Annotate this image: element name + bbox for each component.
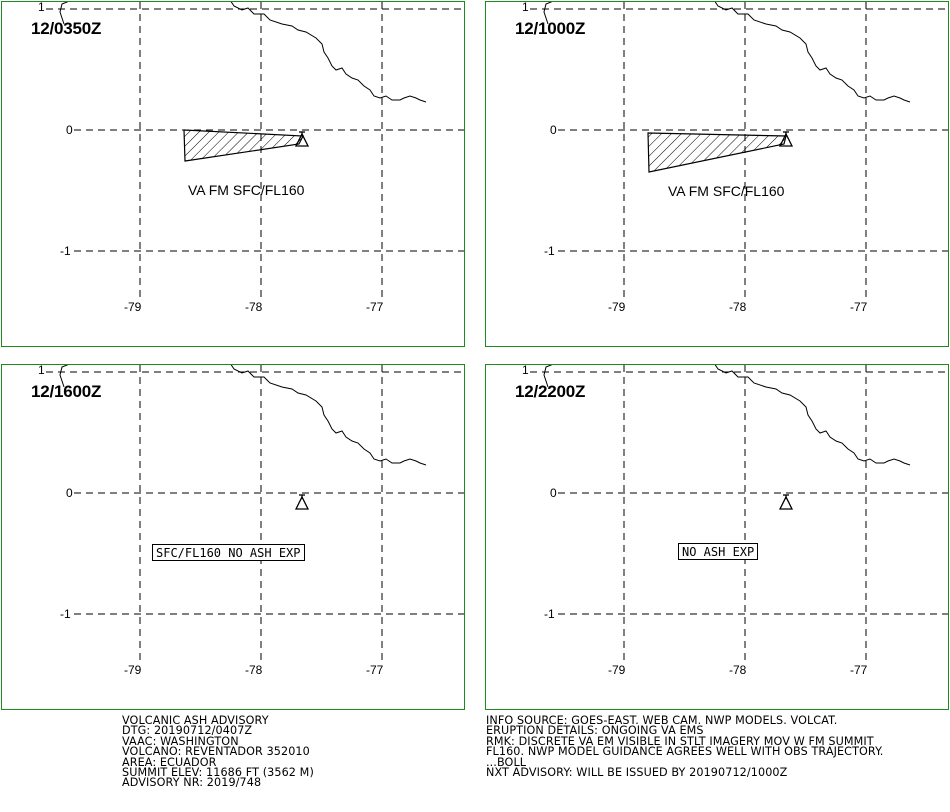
advisory-line: DTG: 20190712/0407Z (122, 724, 253, 738)
lat-label-minus-1: -1 (544, 607, 555, 621)
no-ash-boxed-label: NO ASH EXP (678, 543, 759, 560)
lat-label-minus-1: -1 (60, 607, 71, 621)
advisory-header-text: VOLCANIC ASH ADVISORY DTG: 20190712/0407… (122, 714, 314, 790)
advisory-line: SUMMIT ELEV: 11686 FT (3562 M) (122, 766, 314, 780)
panel-time-label: 12/1000Z (515, 19, 586, 38)
lon-label-77: -77 (850, 663, 868, 677)
lon-label-79: -79 (124, 300, 142, 314)
lon-label-77: -77 (366, 663, 384, 677)
lon-label-78: -78 (245, 300, 263, 314)
lat-label-0: 0 (550, 123, 557, 137)
lat-label-1: 1 (38, 1, 45, 14)
coastline (543, 2, 911, 103)
map-graphic (530, 2, 948, 297)
panel-time-label: 12/2200Z (515, 382, 586, 401)
info-line: ...BOLL (486, 755, 527, 769)
advisory-info-text: INFO SOURCE: GOES-EAST. WEB CAM. NWP MOD… (486, 714, 884, 780)
volcano-icon (294, 131, 310, 147)
map-graphic (530, 365, 948, 660)
lon-label-79: -79 (124, 663, 142, 677)
advisory-line: ADVISORY NR: 2019/748 (122, 776, 262, 790)
lon-label-79: -79 (608, 300, 626, 314)
forecast-panel-0350z: 12/0350Z 1 0 -1 -79 -78 -77 VA FM SFC/FL… (1, 1, 465, 347)
info-line: INFO SOURCE: GOES-EAST. WEB CAM. NWP MOD… (486, 714, 838, 727)
lat-label-1: 1 (522, 1, 529, 14)
advisory-line: VOLCANIC ASH ADVISORY (122, 714, 269, 727)
va-forecast-label: VA FM SFC/FL160 (188, 182, 305, 198)
lat-label-0: 0 (550, 486, 557, 500)
info-line: ERUPTION DETAILS: ONGOING VA EMS (486, 724, 704, 738)
coastline (543, 365, 911, 466)
forecast-panel-1000z: 12/1000Z 1 0 -1 -79 -78 -77 VA FM SFC/FL… (485, 1, 949, 347)
va-forecast-label: VA FM SFC/FL160 (668, 183, 785, 199)
forecast-panel-2200z: 12/2200Z 1 0 -1 -79 -78 -77 NO ASH EXP (485, 364, 949, 710)
advisory-line: AREA: ECUADOR (122, 755, 217, 769)
ash-forecast-polygon (183, 129, 304, 162)
lat-label-0: 0 (66, 486, 73, 500)
coastline (59, 365, 427, 466)
lat-label-0: 0 (66, 123, 73, 137)
lat-label-minus-1: -1 (544, 244, 555, 258)
panel-time-label: 12/1600Z (31, 382, 102, 401)
advisory-line: VAAC: WASHINGTON (122, 734, 239, 748)
panel-time-label: 12/0350Z (31, 19, 102, 38)
lon-label-77: -77 (366, 300, 384, 314)
volcano-icon (778, 131, 794, 147)
lat-label-1: 1 (522, 364, 529, 377)
forecast-panel-1600z: 12/1600Z 1 0 -1 -79 -78 -77 SFC/FL160 NO… (1, 364, 465, 710)
lon-label-79: -79 (608, 663, 626, 677)
lat-label-minus-1: -1 (60, 244, 71, 258)
coastline (59, 2, 427, 103)
info-line: RMK: DISCRETE VA EM VISIBLE IN STLT IMAG… (486, 734, 874, 748)
ash-forecast-polygon (647, 132, 787, 173)
volcano-icon (294, 494, 310, 510)
info-line: FL160. NWP MODEL GUIDANCE AGREES WELL WI… (486, 745, 884, 759)
info-line: NXT ADVISORY: WILL BE ISSUED BY 20190712… (486, 766, 788, 780)
lon-label-78: -78 (729, 663, 747, 677)
advisory-line: VOLCANO: REVENTADOR 352010 (122, 745, 310, 759)
map-graphic (46, 2, 464, 297)
volcano-icon (778, 494, 794, 510)
no-ash-boxed-label: SFC/FL160 NO ASH EXP (152, 544, 305, 561)
lon-label-78: -78 (245, 663, 263, 677)
lon-label-77: -77 (850, 300, 868, 314)
lat-label-1: 1 (38, 364, 45, 377)
map-graphic (46, 365, 464, 660)
lon-label-78: -78 (729, 300, 747, 314)
